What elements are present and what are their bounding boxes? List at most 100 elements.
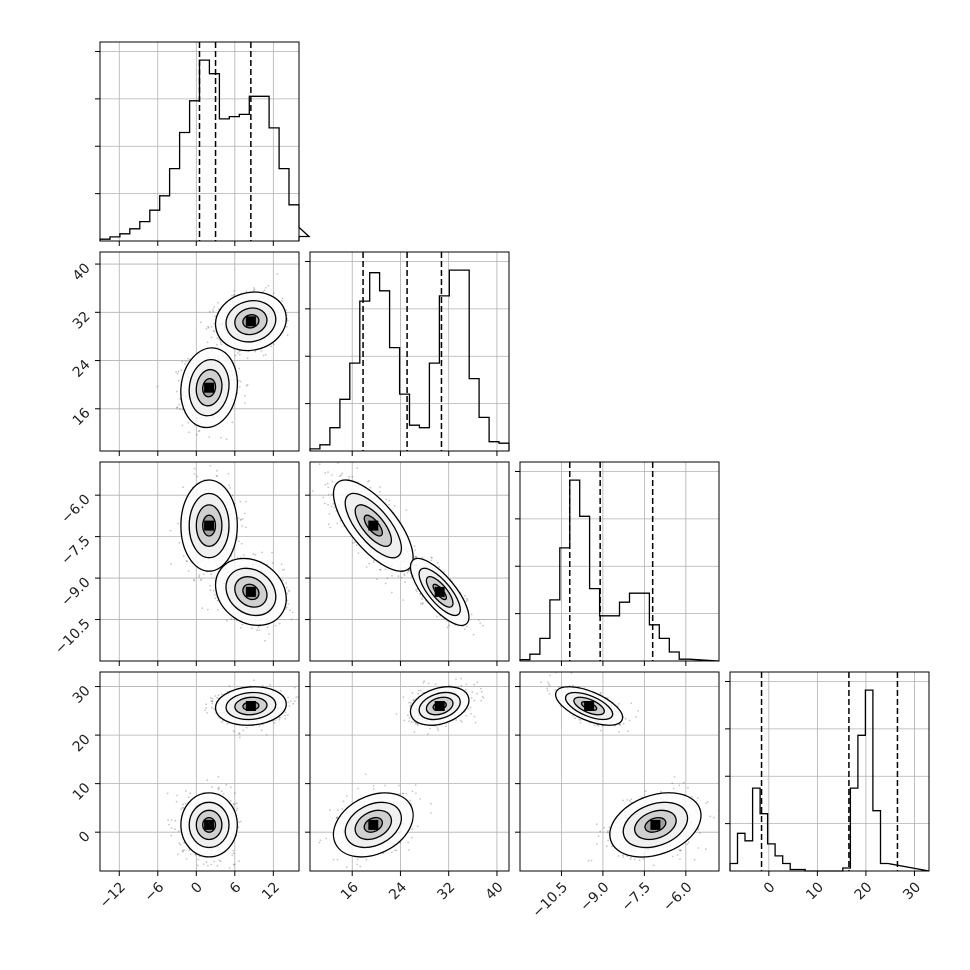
scatter-point [238,821,240,824]
scatter-point [170,834,173,837]
scatter-point [187,357,189,360]
scatter-point [231,421,234,424]
scatter-point [285,608,287,610]
scatter-point [205,328,208,330]
scatter-point [390,591,393,594]
scatter-point [176,407,178,409]
scatter-point [194,853,197,856]
scatter-point [177,379,180,382]
scatter-point [215,475,218,477]
scatter-point [209,584,212,587]
scatter-point [233,863,236,866]
scatter-point [212,589,215,592]
scatter-point [206,779,209,782]
scatter-point [241,517,244,520]
hist-panel-2 [515,461,720,666]
scatter-point [464,594,466,597]
scatter-point [217,301,219,304]
scatter-point [415,588,417,591]
scatter-point [220,343,223,346]
pair-frame-2-1 [309,461,510,662]
scatter-point [402,599,405,601]
scatter-point [178,541,181,544]
scatter-point [252,289,255,292]
scatter-point [225,783,228,786]
scatter-point [233,290,236,292]
scatter-point [198,575,201,578]
scatter-point [170,819,173,821]
scatter-point [253,288,256,291]
scatter-point [281,297,284,300]
hist-panel-3 [725,671,930,876]
scatter-point [271,551,273,554]
scatter-point [233,293,235,296]
scatter-point [220,436,222,439]
scatter-point [285,309,288,311]
scatter-point [328,513,331,515]
scatter-point [264,639,266,642]
scatter-point [288,590,291,593]
scatter-point [200,578,203,581]
scatter-point [211,786,213,789]
scatter-point [245,500,247,503]
scatter-point [226,619,228,622]
scatter-point [232,852,235,855]
scatter-point [231,294,233,297]
hist-panel-0 [95,41,311,246]
scatter-point [436,615,438,618]
scatter-point [170,562,173,565]
scatter-point [327,523,330,526]
scatter-point [403,574,406,577]
hist-frame-3 [729,671,930,872]
scatter-point [175,390,178,393]
scatter-point [318,463,321,466]
scatter-point [322,496,325,499]
scatter-point [287,589,290,592]
scatter-point [174,819,177,822]
scatter-point [341,472,344,475]
scatter-point [240,519,243,521]
scatter-point [406,571,409,574]
scatter-point [210,326,213,328]
scatter-point [421,556,424,559]
scatter-point [241,525,243,527]
scatter-point [330,505,333,508]
scatter-point [400,576,403,579]
scatter-point [187,796,190,799]
scatter-point [213,306,216,308]
scatter-point [245,290,248,293]
scatter-point [430,556,433,558]
scatter-point [216,599,219,602]
scatter-point [431,557,433,559]
scatter-point [420,602,422,605]
scatter-point [181,408,184,411]
scatter-point [177,522,179,525]
scatter-point [268,633,271,635]
scatter-point [193,579,196,582]
scatter-point [182,555,185,557]
scatter-point [238,353,241,356]
scatter-point [261,290,264,293]
scatter-point [240,542,243,545]
scatter-point [357,552,360,554]
scatter-point [170,827,173,829]
scatter-point [227,473,230,475]
scatter-point [482,624,484,627]
scatter-point [237,352,239,354]
scatter-point [470,613,473,616]
scatter-point [265,286,267,289]
scatter-point [196,433,199,436]
scatter-point [372,561,375,564]
scatter-point [199,321,202,324]
scatter-point [176,406,179,408]
scatter-point [185,858,188,860]
scatter-point [285,581,288,584]
scatter-point [324,472,327,474]
scatter-point [465,598,468,600]
scatter-point [413,545,416,547]
scatter-point [181,424,184,427]
scatter-point [220,790,223,793]
scatter-point [252,553,255,556]
